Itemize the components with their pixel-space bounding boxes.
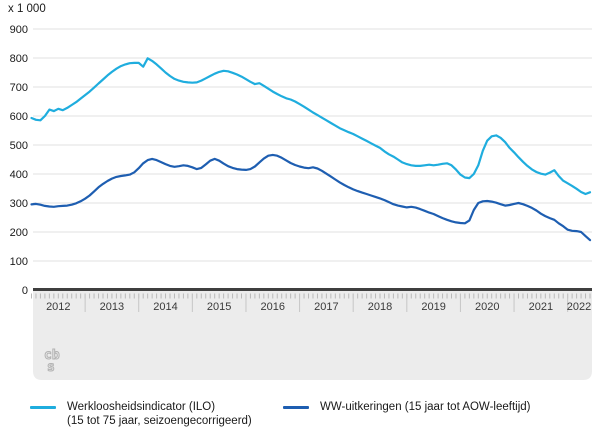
y-axis-labels: 0 100 200 300 400 500 600 700 800 900	[10, 24, 28, 297]
y-tick-label: 200	[10, 227, 28, 239]
year-label: 2018	[368, 301, 392, 313]
time-axis-band	[33, 291, 592, 380]
y-tick-label: 300	[10, 198, 28, 210]
legend-item-werkloosheidsindicator: Werkloosheidsindicator (ILO) (15 tot 75 …	[30, 401, 252, 428]
year-label: 2021	[529, 301, 553, 313]
legend-label-ilo-line2: (15 tot 75 jaar, seizoengecorrigeerd)	[67, 414, 252, 427]
svg-text:s: s	[47, 360, 55, 375]
ilo-line-swatch	[30, 406, 56, 409]
year-label: 2012	[46, 301, 70, 313]
year-label: 2022	[567, 301, 591, 313]
chart-plot-area[interactable]: 0 100 200 300 400 500 600 700 800 900 2012 2013 2014…	[0, 0, 600, 398]
y-tick-label: 100	[10, 256, 28, 268]
ww-line-swatch	[283, 406, 309, 409]
legend-item-ww-uitkeringen: WW-uitkeringen (15 jaar tot AOW-leeftijd…	[283, 401, 530, 415]
y-tick-label: 800	[10, 53, 28, 65]
ww-series-line[interactable]	[30, 153, 592, 242]
y-tick-label: 400	[10, 169, 28, 181]
x-axis-year-labels: 2012 2013 2014 2015 2016 2017 2018 2019 2020 2021…	[46, 293, 591, 313]
year-label: 2017	[314, 301, 338, 313]
year-label: 2013	[100, 301, 124, 313]
ilo-series-line[interactable]	[30, 57, 592, 196]
cbs-logo: cbs	[44, 348, 61, 376]
svg-text:cb: cb	[44, 348, 60, 363]
chart-legend: Werkloosheidsindicator (ILO) (15 tot 75 …	[0, 401, 600, 437]
legend-label-ww-line1: WW-uitkeringen (15 jaar tot AOW-leeftijd…	[320, 401, 531, 413]
y-tick-label: 600	[10, 111, 28, 123]
year-label: 2020	[475, 301, 499, 313]
y-tick-label: 900	[10, 24, 28, 36]
year-label: 2015	[207, 301, 231, 313]
y-tick-label: 500	[10, 140, 28, 152]
y-axis-unit-label: x 1 000	[8, 3, 46, 15]
y-tick-label: 0	[22, 285, 28, 297]
y-tick-label: 700	[10, 82, 28, 94]
legend-label-ilo-line1: Werkloosheidsindicator (ILO)	[67, 401, 216, 413]
year-label: 2014	[153, 301, 177, 313]
year-label: 2019	[421, 301, 445, 313]
year-label: 2016	[261, 301, 285, 313]
